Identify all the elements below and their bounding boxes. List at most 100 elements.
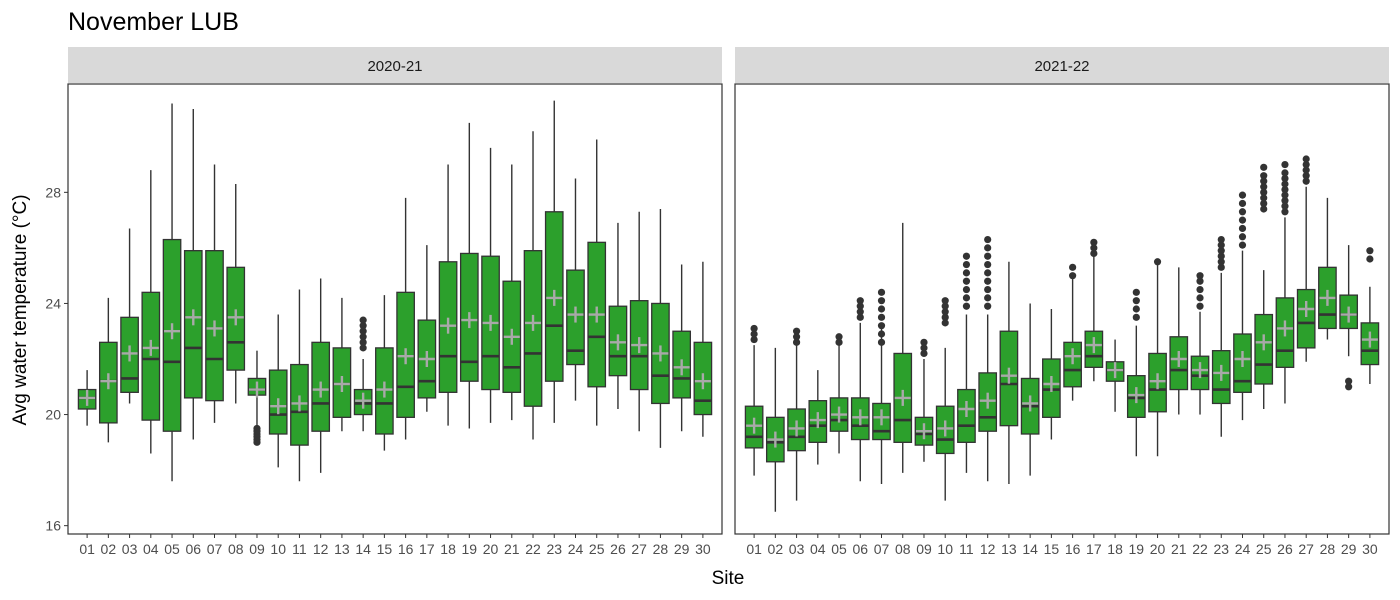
outlier-point	[962, 285, 971, 294]
outlier-point	[1238, 224, 1247, 233]
outlier-point	[1217, 258, 1225, 266]
x-tick-label: 20	[1150, 541, 1166, 557]
outlier-point	[962, 252, 971, 260]
x-tick-label: 28	[1320, 541, 1336, 557]
outlier-point	[1238, 208, 1247, 216]
box-site-16	[1063, 263, 1082, 401]
box-site-22	[1190, 272, 1210, 415]
x-tick-label: 19	[1129, 541, 1145, 557]
box-site-05	[829, 333, 849, 454]
box-site-04	[141, 170, 161, 454]
box-site-17	[1084, 238, 1104, 382]
outlier-point	[1132, 288, 1140, 296]
box-site-12	[311, 278, 331, 473]
box-site-18	[1105, 339, 1125, 412]
outlier-point	[984, 294, 992, 302]
x-tick-label: 27	[1298, 541, 1314, 557]
x-tick-label: 13	[1001, 541, 1017, 557]
box	[141, 291, 161, 421]
outlier-point	[835, 333, 843, 341]
box-site-01	[744, 324, 764, 476]
outlier-point	[359, 333, 367, 341]
box-site-23	[544, 100, 564, 423]
outlier-point	[856, 302, 864, 310]
x-tick-label: 09	[249, 541, 265, 557]
box-site-20	[481, 147, 500, 423]
x-tick-label: 17	[419, 541, 435, 557]
box-site-14	[1020, 303, 1040, 476]
box-site-27	[629, 211, 649, 432]
x-tick-label: 26	[1277, 541, 1293, 557]
x-tick-label: 22	[525, 541, 541, 557]
outlier-point	[920, 344, 928, 352]
outlier-point	[1238, 233, 1247, 241]
outlier-point	[877, 305, 886, 313]
box-site-21	[502, 164, 522, 421]
outlier-point	[1302, 155, 1310, 163]
outlier-point	[1281, 191, 1289, 199]
x-tick-label: 14	[355, 541, 371, 557]
box-site-15	[375, 295, 394, 451]
box-site-10	[935, 297, 955, 501]
box-site-22	[523, 131, 543, 440]
x-tick-label: 01	[746, 541, 762, 557]
outlier-point	[1238, 241, 1247, 249]
y-tick-label: 20	[45, 407, 61, 423]
box-site-25	[1254, 163, 1274, 409]
x-tick-label: 01	[79, 541, 95, 557]
outlier-point	[1281, 174, 1289, 183]
box-site-24	[1233, 191, 1252, 421]
box-site-21	[1169, 267, 1189, 415]
x-tick-label: 06	[185, 541, 201, 557]
x-tick-label: 30	[1362, 541, 1378, 557]
y-axis-title: Avg water temperature (°C)	[10, 194, 31, 425]
x-tick-label: 08	[895, 541, 911, 557]
outlier-point	[962, 269, 971, 277]
outlier-point	[1260, 177, 1268, 185]
x-tick-label: 30	[695, 541, 711, 557]
box-site-24	[566, 178, 585, 401]
x-tick-label: 08	[228, 541, 244, 557]
outlier-point	[1238, 199, 1247, 208]
outlier-point	[920, 338, 928, 346]
box-site-30	[693, 261, 713, 437]
outlier-point	[1281, 160, 1289, 169]
outlier-point	[1069, 272, 1077, 280]
outlier-point	[359, 322, 367, 330]
outlier-point	[1260, 172, 1268, 180]
outlier-point	[1069, 263, 1077, 271]
outlier-point	[962, 277, 971, 285]
facet-strip-label: 2021-22	[1034, 58, 1089, 75]
outlier-point	[1196, 272, 1204, 280]
box-site-19	[459, 122, 479, 429]
outlier-point	[1196, 285, 1204, 294]
outlier-point	[1217, 241, 1225, 249]
outlier-point	[1345, 383, 1353, 391]
outlier-point	[1281, 197, 1289, 205]
outlier-point	[984, 252, 992, 260]
box-site-08	[226, 184, 246, 404]
outlier-point	[1260, 183, 1268, 191]
outlier-point	[1217, 235, 1225, 244]
outlier-point	[877, 322, 886, 330]
box-site-27	[1296, 155, 1316, 362]
x-tick-label: 20	[483, 541, 499, 557]
box-site-08	[893, 222, 913, 473]
outlier-point	[1281, 185, 1289, 194]
x-tick-label: 02	[101, 541, 117, 557]
outlier-point	[856, 308, 864, 316]
x-tick-label: 18	[440, 541, 456, 557]
outlier-point	[984, 269, 992, 277]
box-site-07	[205, 164, 224, 423]
outlier-point	[750, 335, 758, 344]
x-tick-label: 17	[1086, 541, 1102, 557]
x-tick-label: 28	[653, 541, 669, 557]
box-site-01	[77, 370, 97, 426]
x-tick-label: 05	[164, 541, 180, 557]
outlier-point	[1132, 313, 1140, 321]
box-site-11	[290, 289, 309, 482]
box-site-15	[1042, 309, 1061, 440]
box-site-25	[587, 139, 607, 426]
x-tick-label: 25	[1256, 541, 1272, 557]
